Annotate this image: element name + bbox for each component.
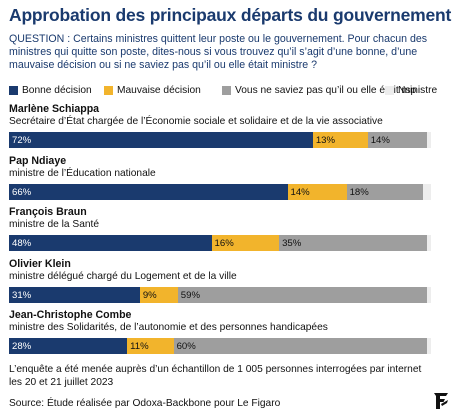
row-name: Pap Ndiaye xyxy=(9,154,67,167)
bar-segment-mauvaise xyxy=(127,338,174,354)
row-name: Marlène Schiappa xyxy=(9,103,100,115)
data-label-bonne: 48% xyxy=(12,238,32,249)
bar-segment-bonne xyxy=(9,235,212,251)
legend-swatch-vous_ne_saviez xyxy=(222,86,231,95)
data-label-mauvaise: 13% xyxy=(315,135,336,146)
data-label-mauvaise: 14% xyxy=(290,186,310,198)
row-role: ministre des Solidarités, de l’autonomie… xyxy=(9,322,328,333)
data-label-bonne: 28% xyxy=(12,341,32,352)
survey-question: QUESTION : Certains ministres quittent l… xyxy=(9,33,428,71)
bar-segment-vous_ne_saviez xyxy=(173,338,427,354)
legend-swatch-mauvaise xyxy=(104,86,113,95)
source-note: Source: Étude réalisée par Odoxa-Backbon… xyxy=(9,398,281,409)
bar-segment-nsp xyxy=(426,286,431,303)
legend-item-mauvaise: Mauvaise décision xyxy=(104,85,201,96)
row-name: Olivier Klein xyxy=(9,257,71,270)
bar-segment-nsp xyxy=(426,235,431,251)
legend-item-vous_ne_saviez: Vous ne saviez pas qu’il ou elle était m… xyxy=(222,85,437,96)
data-label-vous_ne_saviez: 59% xyxy=(180,289,200,301)
row-name: François Braun xyxy=(9,206,87,218)
bar-segment-bonne xyxy=(9,338,128,354)
bar-segment-vous_ne_saviez xyxy=(279,235,427,251)
data-label-bonne: 66% xyxy=(12,186,32,198)
legend-swatch-bonne xyxy=(9,86,18,95)
stacked-bar: 72% 13% 14% xyxy=(9,132,431,148)
bar-segment-bonne xyxy=(9,286,140,303)
data-label-mauvaise: 9% xyxy=(142,289,157,301)
bar-segment-mauvaise xyxy=(211,235,280,251)
stacked-bar: 28% 11% 60% xyxy=(9,338,431,354)
row-role: Secrétaire d’État chargée de l’Économie … xyxy=(9,116,383,127)
data-label-vous_ne_saviez: 60% xyxy=(176,341,196,352)
row-role: ministre délégué chargé du Logement et d… xyxy=(9,270,237,282)
stacked-bar: 48% 16% 35% xyxy=(9,235,431,251)
data-label-bonne: 72% xyxy=(12,135,32,146)
bar-segment-mauvaise xyxy=(287,183,347,200)
bar-segment-mauvaise xyxy=(139,286,178,303)
stacked-bar-chart: Marlène Schiappa Secrétaire d’État chargé… xyxy=(9,103,454,354)
data-label-bonne: 31% xyxy=(12,289,32,301)
legend-item-nsp: Nsp xyxy=(385,85,416,96)
stacked-bar: 31% 9% 59% xyxy=(9,286,431,303)
legend-label-vous_ne_saviez: Vous ne saviez pas qu’il ou elle était m… xyxy=(235,85,438,96)
bar-segment-mauvaise xyxy=(312,132,368,148)
data-label-vous_ne_saviez: 18% xyxy=(349,186,369,198)
row-role: ministre de la Santé xyxy=(9,219,100,230)
legend-item-bonne: Bonne décision xyxy=(9,85,92,96)
bar-segment-bonne xyxy=(9,132,313,148)
bar-segment-nsp xyxy=(426,132,431,148)
row-role: ministre de l’Éducation nationale xyxy=(9,167,156,179)
data-label-vous_ne_saviez: 35% xyxy=(282,238,302,249)
legend-label-bonne: Bonne décision xyxy=(22,85,92,96)
bar-segment-vous_ne_saviez xyxy=(177,286,427,303)
legend-label-mauvaise: Mauvaise décision xyxy=(117,85,201,96)
chart-title: Approbation des principaux départs du go… xyxy=(9,5,452,25)
legend-swatch-nsp xyxy=(385,86,394,95)
chart-legend: Bonne décision Mauvaise décision Vous ne s… xyxy=(9,85,454,99)
bar-segment-bonne xyxy=(9,183,288,200)
row-name: Jean-Christophe Combe xyxy=(9,309,132,321)
bar-segment-nsp xyxy=(422,183,431,200)
survey-footnote: L’enquête a été menée auprès d’un échant… xyxy=(9,364,422,388)
le-figaro-logo-icon xyxy=(434,393,448,409)
data-label-mauvaise: 11% xyxy=(130,341,149,352)
bar-segment-nsp xyxy=(426,338,431,354)
bar-segment-vous_ne_saviez xyxy=(367,132,427,148)
legend-label-nsp: Nsp xyxy=(398,85,417,96)
data-label-mauvaise: 16% xyxy=(214,238,234,249)
data-label-vous_ne_saviez: 14% xyxy=(370,135,390,146)
bar-segment-vous_ne_saviez xyxy=(346,183,423,200)
stacked-bar: 66% 14% 18% xyxy=(9,183,431,200)
